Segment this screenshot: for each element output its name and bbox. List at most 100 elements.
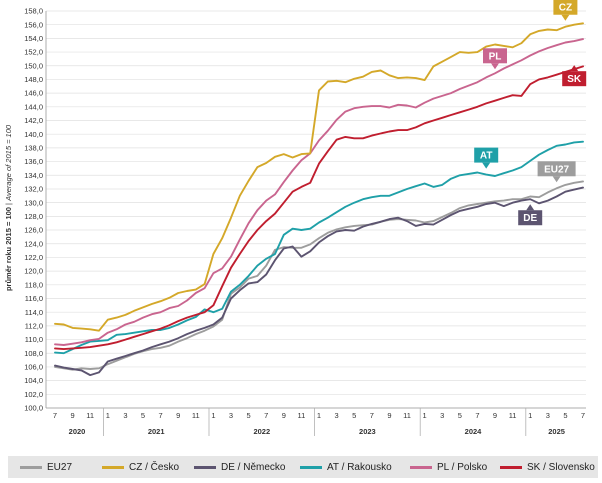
y-tick-label: 152,0 xyxy=(24,48,43,57)
y-tick-label: 100,0 xyxy=(24,404,43,413)
series-label-sk: SK xyxy=(562,65,587,87)
x-tick-label: 11 xyxy=(298,411,306,420)
series-label-box xyxy=(518,210,543,226)
y-tick-label: 142,0 xyxy=(24,116,43,125)
y-axis-title-main: průměr roku 2015 = 100 xyxy=(4,207,13,291)
y-tick-label: 128,0 xyxy=(24,212,43,221)
series-label-box xyxy=(562,71,587,87)
series-label-pl: PL xyxy=(483,48,507,70)
x-tick-label: 1 xyxy=(211,411,215,420)
legend-swatch-at xyxy=(300,465,322,469)
legend-label-cz: CZ / Česko xyxy=(129,461,180,473)
legend-item-eu27: EU27 xyxy=(20,460,72,474)
y-tick-label: 158,0 xyxy=(24,7,43,16)
series-line-de xyxy=(54,186,584,377)
x-tick-label: 5 xyxy=(563,411,567,420)
series-label-text: SK xyxy=(567,74,582,85)
x-tick-label: 7 xyxy=(370,411,374,420)
y-tick-label: 126,0 xyxy=(24,226,43,235)
y-axis-title-alt: Average of 2015 = 100 xyxy=(4,124,13,202)
x-tick-label: 5 xyxy=(141,411,145,420)
y-tick-label: 130,0 xyxy=(24,198,43,207)
x-tick-label: 3 xyxy=(229,411,233,420)
series-label-box xyxy=(537,161,576,177)
x-tick-label: 11 xyxy=(509,411,517,420)
x-tick-label: 9 xyxy=(493,411,497,420)
series-label-cz: CZ xyxy=(553,0,578,21)
x-tick-label: 11 xyxy=(403,411,411,420)
x-tick-label: 11 xyxy=(192,411,200,420)
x-tick-label: 7 xyxy=(159,411,163,420)
legend-label-sk: SK / Slovensko xyxy=(527,461,595,473)
x-tick-label: 9 xyxy=(71,411,75,420)
y-tick-label: 110,0 xyxy=(25,335,43,344)
y-tick-label: 108,0 xyxy=(24,349,43,358)
legend-item-at: AT / Rakousko xyxy=(300,460,392,474)
x-tick-label: 3 xyxy=(546,411,550,420)
series-label-box xyxy=(553,0,578,15)
series-label-text: AT xyxy=(480,151,493,162)
legend-swatch-pl xyxy=(410,465,432,469)
legend-item-sk: SK / Slovensko xyxy=(500,460,595,474)
legend-item-pl: PL / Polsko xyxy=(410,460,487,474)
svg-text:průměr roku 2015 = 100 | Avera: průměr roku 2015 = 100 | Average of 2015… xyxy=(4,124,13,291)
series-label-text: PL xyxy=(489,51,502,62)
x-tick-label: 5 xyxy=(352,411,356,420)
y-tick-label: 136,0 xyxy=(24,157,43,166)
x-tick-label: 9 xyxy=(176,411,180,420)
y-tick-label: 122,0 xyxy=(24,253,43,262)
y-tick-label: 124,0 xyxy=(24,239,43,248)
y-tick-label: 118,0 xyxy=(25,280,43,289)
series-line-cz xyxy=(54,22,584,332)
y-tick-label: 154,0 xyxy=(24,34,43,43)
y-tick-label: 104,0 xyxy=(24,376,43,385)
x-tick-label: 1 xyxy=(528,411,532,420)
x-tick-label: 3 xyxy=(440,411,444,420)
x-tick-label: 1 xyxy=(423,411,427,420)
year-label: 2021 xyxy=(148,427,165,436)
y-tick-label: 134,0 xyxy=(24,171,43,180)
year-label: 2024 xyxy=(465,427,483,436)
legend-label-eu27: EU27 xyxy=(47,461,73,473)
legend-item-de: DE / Německo xyxy=(194,460,285,474)
x-tick-label: 7 xyxy=(264,411,268,420)
legend-swatch-cz xyxy=(102,465,124,469)
y-tick-label: 140,0 xyxy=(24,130,43,139)
series-label-text: EU27 xyxy=(544,164,569,175)
series-label-pointer xyxy=(570,65,579,72)
x-tick-label: 3 xyxy=(335,411,339,420)
series-label-text: DE xyxy=(523,213,537,224)
legend-swatch-de xyxy=(194,465,216,469)
series-label-pointer xyxy=(561,14,570,21)
year-label: 2025 xyxy=(548,427,565,436)
year-label: 2020 xyxy=(69,427,86,436)
x-tick-label: 5 xyxy=(247,411,251,420)
y-tick-label: 120,0 xyxy=(24,267,43,276)
y-tick-label: 138,0 xyxy=(24,143,43,152)
series-label-box xyxy=(483,48,507,64)
y-tick-label: 102,0 xyxy=(24,390,43,399)
x-tick-label: 7 xyxy=(581,411,585,420)
y-tick-label: 144,0 xyxy=(24,102,43,111)
axes xyxy=(45,11,586,436)
x-tick-labels: 7 9 11 1 3 5 7 9 11 1 3 5 7 9 11 1 3 5 7 9 11 1 3 5 7 9 11 1 3 5 72020… xyxy=(53,411,585,436)
series-label-pointer xyxy=(491,63,499,70)
series-label-de: DE xyxy=(518,204,543,226)
x-tick-label: 5 xyxy=(458,411,462,420)
y-tick-label: 112,0 xyxy=(25,321,43,330)
legend-label-at: AT / Rakousko xyxy=(327,461,392,473)
x-tick-label: 11 xyxy=(86,411,94,420)
y-axis-title-separator: | xyxy=(4,201,13,207)
x-tick-label: 1 xyxy=(106,411,110,420)
y-tick-label: 150,0 xyxy=(24,61,43,70)
series-label-pointer xyxy=(482,162,491,169)
y-tick-label: 146,0 xyxy=(24,89,43,98)
gridlines xyxy=(46,10,586,409)
series-label-box xyxy=(474,147,499,163)
y-tick-label: 132,0 xyxy=(24,185,43,194)
y-tick-label: 156,0 xyxy=(24,20,43,29)
legend-swatch-sk xyxy=(500,465,522,469)
year-label: 2022 xyxy=(253,427,270,436)
series-label-pointer xyxy=(552,176,561,183)
